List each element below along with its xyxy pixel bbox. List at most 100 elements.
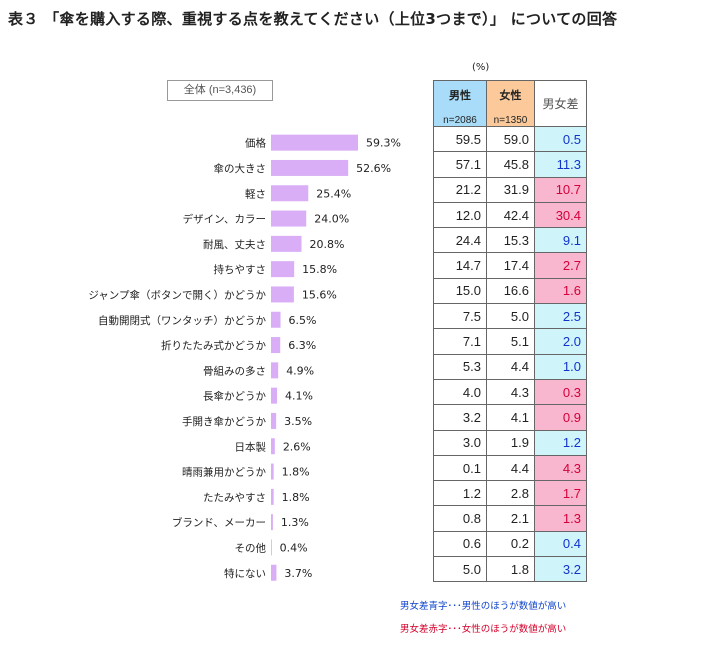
bar <box>271 185 309 202</box>
bar <box>271 438 275 455</box>
female-value: 4.4 <box>486 353 535 380</box>
table-row: 57.1 45.8 11.3 <box>433 151 587 178</box>
male-value: 57.1 <box>433 151 487 178</box>
table-row: 15.0 16.6 1.6 <box>433 277 587 305</box>
male-value: 24.4 <box>433 227 487 254</box>
male-value: 12.0 <box>433 201 487 229</box>
value-label: 6.3% <box>288 339 316 352</box>
bar <box>271 159 349 176</box>
female-value: 4.1 <box>486 404 535 431</box>
bar <box>271 337 281 354</box>
table-row: 4.0 4.3 0.3 <box>433 378 587 406</box>
value-label: 59.3% <box>366 137 401 150</box>
bar <box>271 362 279 379</box>
category-label: 晴雨兼用かどうか <box>182 466 266 479</box>
table-body: 59.5 59.0 0.5 57.1 45.8 11.3 21.2 31.9 10.7 12.0 4… <box>433 125 587 583</box>
female-value: 2.1 <box>486 505 535 532</box>
diff-value: 9.1 <box>534 227 587 254</box>
bar <box>271 311 281 328</box>
legend-note-red: 男女差赤字･･･女性のほうが数値が高い <box>400 624 567 635</box>
diff-value: 2.5 <box>534 303 587 330</box>
value-label: 20.8% <box>310 238 345 251</box>
diff-value: 1.7 <box>534 480 587 507</box>
male-value: 7.5 <box>433 303 487 330</box>
value-label: 24.0% <box>314 213 349 226</box>
category-label: 傘の大きさ <box>214 162 267 175</box>
table-row: 3.0 1.9 1.2 <box>433 429 587 456</box>
chart-title: 表３ 「傘を購入する際、重視する点を教えてください（上位3つまで）」 についての… <box>8 10 618 28</box>
table-row: 24.4 15.3 9.1 <box>433 227 587 254</box>
table-row: 7.1 5.1 2.0 <box>433 328 587 355</box>
bar <box>271 488 274 505</box>
table-row: 14.7 17.4 2.7 <box>433 252 587 279</box>
bar-chart: 価格 59.3% 傘の大きさ 52.6% 軽さ 25.4% デザイン、カラー 24.0% 耐風、… <box>88 134 401 581</box>
female-value: 1.8 <box>486 556 535 583</box>
category-label: 軽さ <box>245 188 266 200</box>
female-value: 59.0 <box>486 125 535 153</box>
female-value: 4.3 <box>486 378 535 406</box>
category-label: 手開き傘かどうか <box>182 415 266 428</box>
bar <box>271 235 302 252</box>
unit-label: (%) <box>472 62 490 73</box>
bar <box>271 412 277 429</box>
female-value: 42.4 <box>486 201 535 229</box>
gender-comparison-table: 男性 n=2086 女性 n=1350 男女差 59.5 59.0 0.5 57.1 4… <box>433 80 587 583</box>
male-value: 5.3 <box>433 353 487 380</box>
table-row: 21.2 31.9 10.7 <box>433 176 587 203</box>
table-header-row: 男性 n=2086 女性 n=1350 男女差 <box>433 80 587 127</box>
category-label: 特にない <box>224 568 266 580</box>
diff-value: 0.9 <box>534 404 587 431</box>
category-label: たたみやすさ <box>203 492 266 504</box>
bar <box>271 261 295 278</box>
table-row: 5.3 4.4 1.0 <box>433 353 587 380</box>
female-header: 女性 n=1350 <box>486 80 535 127</box>
male-value: 59.5 <box>433 125 487 153</box>
category-label: 骨組みの多さ <box>203 364 266 377</box>
female-value: 31.9 <box>486 176 535 203</box>
category-label: 持ちやすさ <box>214 263 267 276</box>
value-label: 52.6% <box>356 162 391 175</box>
male-value: 3.2 <box>433 404 487 431</box>
bar <box>271 514 273 531</box>
diff-value: 2.0 <box>534 328 587 355</box>
female-value: 5.0 <box>486 303 535 330</box>
value-label: 6.5% <box>289 314 317 327</box>
male-value: 0.6 <box>433 530 487 558</box>
diff-value: 10.7 <box>534 176 587 203</box>
category-label: 日本製 <box>235 440 267 453</box>
diff-value: 1.2 <box>534 429 587 456</box>
male-value: 14.7 <box>433 252 487 279</box>
female-value: 0.2 <box>486 530 535 558</box>
diff-header: 男女差 <box>534 80 587 127</box>
table-row: 7.5 5.0 2.5 <box>433 303 587 330</box>
diff-value: 0.3 <box>534 378 587 406</box>
table-row: 5.0 1.8 3.2 <box>433 556 587 583</box>
female-value: 1.9 <box>486 429 535 456</box>
male-value: 21.2 <box>433 176 487 203</box>
value-label: 1.8% <box>282 466 310 479</box>
bar <box>271 286 294 303</box>
category-label: ブランド、メーカー <box>172 516 266 529</box>
male-value: 5.0 <box>433 556 487 583</box>
diff-value: 1.6 <box>534 277 587 305</box>
category-label: デザイン、カラー <box>183 213 266 226</box>
diff-value: 1.3 <box>534 505 587 532</box>
male-value: 4.0 <box>433 378 487 406</box>
male-value: 0.1 <box>433 454 487 482</box>
male-value: 15.0 <box>433 277 487 305</box>
value-label: 15.6% <box>302 288 337 301</box>
value-label: 1.8% <box>282 491 310 504</box>
value-label: 4.1% <box>285 390 313 403</box>
male-sample-size: n=2086 <box>443 115 477 126</box>
female-sample-size: n=1350 <box>493 115 528 126</box>
category-label: その他 <box>235 541 267 554</box>
total-sample-label: 全体 (n=3,436) <box>167 80 273 101</box>
legend-note-blue: 男女差青字･･･男性のほうが数値が高い <box>400 601 567 612</box>
table-row: 59.5 59.0 0.5 <box>433 125 587 153</box>
male-header: 男性 n=2086 <box>433 80 487 127</box>
table-row: 0.6 0.2 0.4 <box>433 530 587 558</box>
bar <box>271 564 277 581</box>
male-header-label: 男性 <box>449 90 471 102</box>
diff-value: 11.3 <box>534 151 587 178</box>
value-label: 4.9% <box>286 364 314 377</box>
